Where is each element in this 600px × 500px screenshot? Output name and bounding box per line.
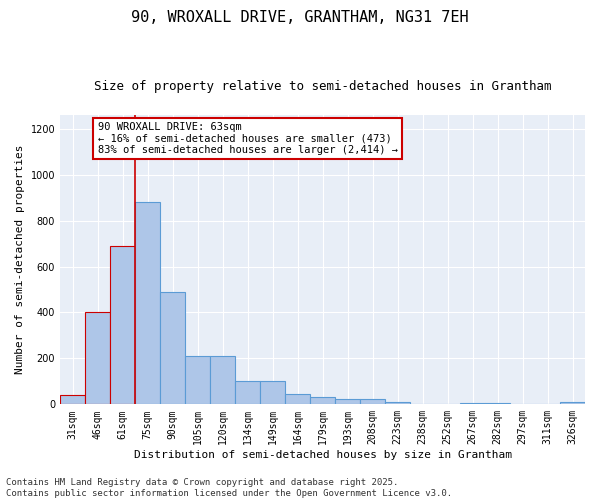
Bar	[110, 246, 135, 404]
Bar	[285, 394, 310, 404]
Text: 90 WROXALL DRIVE: 63sqm
← 16% of semi-detached houses are smaller (473)
83% of s: 90 WROXALL DRIVE: 63sqm ← 16% of semi-de…	[98, 122, 398, 155]
Bar	[310, 398, 335, 404]
Bar	[185, 356, 210, 405]
Bar	[460, 403, 485, 404]
Bar	[85, 312, 110, 404]
Bar	[335, 398, 360, 404]
Bar	[210, 356, 235, 405]
Bar	[135, 202, 160, 404]
Y-axis label: Number of semi-detached properties: Number of semi-detached properties	[15, 145, 25, 374]
Text: Contains HM Land Registry data © Crown copyright and database right 2025.
Contai: Contains HM Land Registry data © Crown c…	[6, 478, 452, 498]
X-axis label: Distribution of semi-detached houses by size in Grantham: Distribution of semi-detached houses by …	[134, 450, 512, 460]
Bar	[560, 402, 585, 404]
Bar	[60, 395, 85, 404]
Bar	[385, 402, 410, 404]
Bar	[235, 382, 260, 404]
Bar	[260, 382, 285, 404]
Title: Size of property relative to semi-detached houses in Grantham: Size of property relative to semi-detach…	[94, 80, 551, 93]
Bar	[160, 292, 185, 405]
Text: 90, WROXALL DRIVE, GRANTHAM, NG31 7EH: 90, WROXALL DRIVE, GRANTHAM, NG31 7EH	[131, 10, 469, 25]
Bar	[360, 398, 385, 404]
Bar	[485, 403, 510, 404]
